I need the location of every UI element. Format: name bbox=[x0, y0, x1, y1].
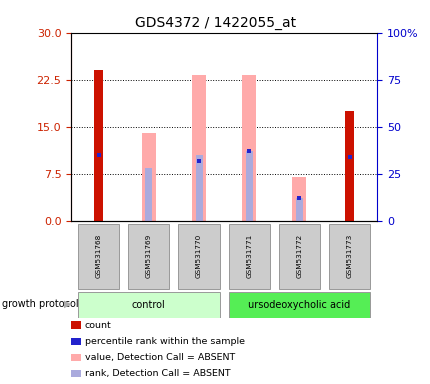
FancyBboxPatch shape bbox=[228, 224, 269, 289]
Text: ▶: ▶ bbox=[64, 299, 72, 309]
Bar bbox=[94, 70, 103, 221]
Text: GSM531772: GSM531772 bbox=[296, 234, 302, 278]
Text: growth protocol: growth protocol bbox=[2, 299, 79, 309]
Text: percentile rank within the sample: percentile rank within the sample bbox=[85, 337, 244, 346]
Bar bbox=[292, 177, 306, 221]
Bar bbox=[295, 198, 302, 221]
Bar bbox=[141, 133, 156, 221]
Text: GSM531768: GSM531768 bbox=[95, 234, 101, 278]
Text: GSM531773: GSM531773 bbox=[346, 234, 352, 278]
Bar bbox=[195, 155, 202, 221]
Bar bbox=[145, 168, 152, 221]
Bar bbox=[344, 111, 353, 221]
Text: rank, Detection Call = ABSENT: rank, Detection Call = ABSENT bbox=[85, 369, 230, 378]
Text: value, Detection Call = ABSENT: value, Detection Call = ABSENT bbox=[85, 353, 235, 362]
FancyBboxPatch shape bbox=[128, 224, 169, 289]
Text: GSM531769: GSM531769 bbox=[145, 234, 151, 278]
FancyBboxPatch shape bbox=[78, 224, 119, 289]
Text: count: count bbox=[85, 321, 111, 330]
Bar bbox=[242, 75, 255, 221]
Text: ursodeoxycholic acid: ursodeoxycholic acid bbox=[248, 300, 350, 310]
Bar bbox=[245, 151, 252, 221]
Text: GSM531771: GSM531771 bbox=[246, 234, 252, 278]
FancyBboxPatch shape bbox=[278, 224, 319, 289]
FancyBboxPatch shape bbox=[228, 292, 369, 318]
Text: GDS4372 / 1422055_at: GDS4372 / 1422055_at bbox=[135, 16, 295, 30]
Text: control: control bbox=[132, 300, 166, 310]
FancyBboxPatch shape bbox=[328, 224, 369, 289]
FancyBboxPatch shape bbox=[78, 292, 219, 318]
Text: GSM531770: GSM531770 bbox=[196, 234, 202, 278]
FancyBboxPatch shape bbox=[178, 224, 219, 289]
Bar bbox=[192, 75, 206, 221]
